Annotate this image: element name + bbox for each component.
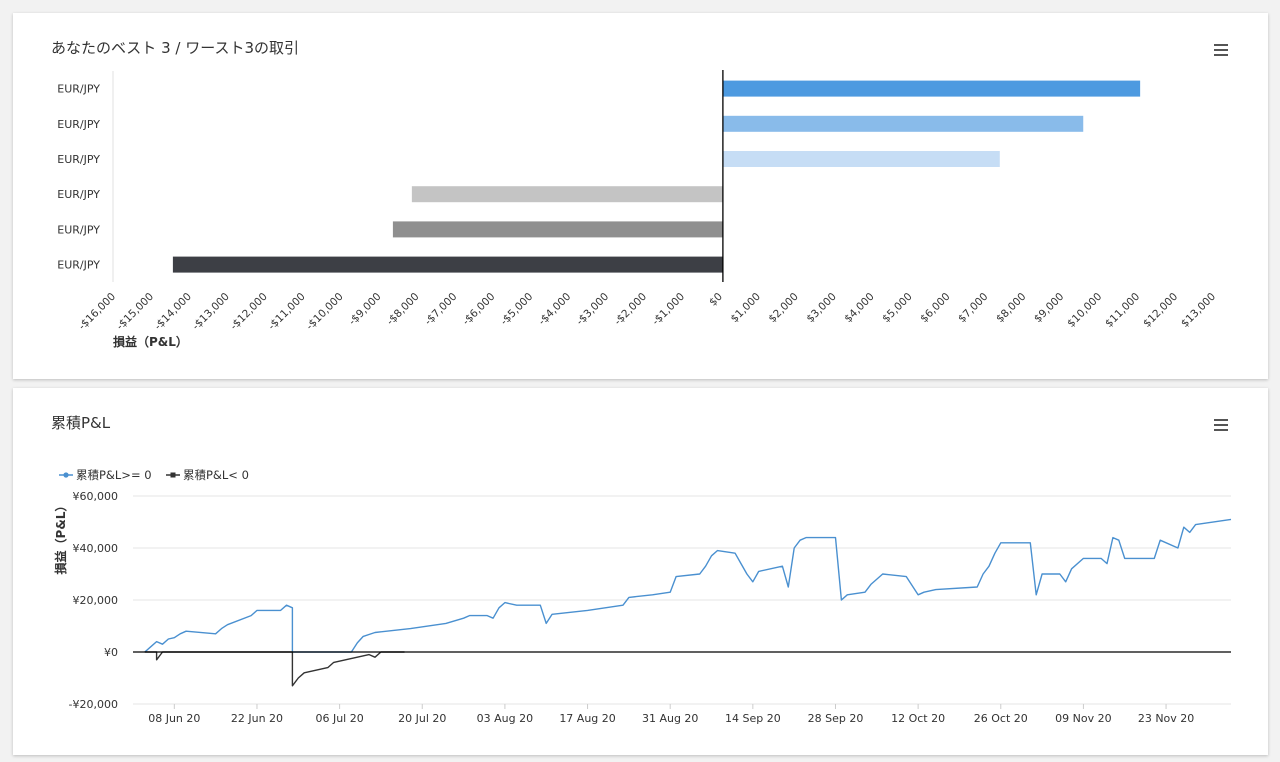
bar [722, 80, 1141, 97]
x-tick-label: -$4,000 [536, 291, 573, 328]
y-tick-label: ¥60,000 [73, 490, 119, 503]
x-tick-label: -$6,000 [460, 291, 497, 328]
x-tick-label: 08 Jun 20 [148, 712, 200, 725]
x-tick-label: $10,000 [1065, 291, 1104, 330]
x-tick-label: 14 Sep 20 [725, 712, 781, 725]
x-tick-label: $8,000 [994, 291, 1028, 325]
x-tick-label: $6,000 [918, 291, 952, 325]
bar [722, 115, 1084, 132]
y-tick-label: ¥40,000 [73, 542, 119, 555]
bar-chart: EUR/JPY EUR/JPY EUR/JPY EUR/JPY EUR/JPY EUR/J… [57, 70, 1218, 349]
x-tick-label: $0 [707, 291, 725, 309]
x-tick-label: $9,000 [1032, 291, 1066, 325]
category-label: EUR/JPY [57, 188, 100, 201]
category-label: EUR/JPY [57, 83, 100, 96]
x-tick-label: $11,000 [1103, 291, 1142, 330]
x-tick-label: $2,000 [766, 291, 800, 325]
y-tick-label: ¥0 [104, 646, 118, 659]
category-label: EUR/JPY [57, 118, 100, 131]
x-tick-label: -$11,000 [266, 291, 308, 333]
bar [392, 221, 723, 238]
line-chart: -¥20,000 ¥0 ¥20,000 ¥40,000 ¥60,000 損益（P&L） 08… [53, 468, 1232, 725]
category-label: EUR/JPY [57, 259, 100, 272]
x-tick-label: 23 Nov 20 [1138, 712, 1194, 725]
x-tick-label: -$15,000 [114, 291, 156, 333]
x-tick-label: 28 Sep 20 [808, 712, 864, 725]
x-tick-label: 12 Oct 20 [891, 712, 945, 725]
x-tick-label: 20 Jul 20 [398, 712, 446, 725]
bar [172, 256, 723, 273]
x-tick-label: $1,000 [728, 291, 762, 325]
x-tick-label: 22 Jun 20 [231, 712, 283, 725]
chart-menu-icon[interactable] [1214, 44, 1228, 56]
x-tick-label: -$16,000 [76, 291, 118, 333]
series-line [144, 651, 405, 687]
x-tick-label: -$10,000 [304, 291, 346, 333]
y-tick-label: -¥20,000 [69, 698, 118, 711]
chart-menu-icon[interactable] [1214, 419, 1228, 431]
category-label: EUR/JPY [57, 223, 100, 236]
x-tick-label: -$14,000 [152, 291, 194, 333]
x-tick-label: $13,000 [1179, 291, 1218, 330]
bar [722, 151, 1000, 167]
y-axis-title: 損益（P&L） [53, 500, 68, 575]
x-tick-label: 31 Aug 20 [642, 712, 698, 725]
x-tick-label: -$9,000 [346, 291, 383, 328]
x-tick-label: 09 Nov 20 [1055, 712, 1111, 725]
x-tick-label: 03 Aug 20 [477, 712, 533, 725]
x-tick-label: -$12,000 [228, 291, 270, 333]
cumulative-pnl-card: 累積P&L -¥20,000 ¥0 ¥20,000 ¥40,000 ¥60,000 損益（… [13, 388, 1268, 755]
x-tick-label: -$13,000 [190, 291, 232, 333]
chart-title: あなたのベスト 3 / ワースト3の取引 [51, 39, 299, 57]
category-label: EUR/JPY [57, 153, 100, 166]
x-tick-label: $4,000 [842, 291, 876, 325]
legend-label: 累積P&L< 0 [183, 468, 249, 482]
x-tick-label: $12,000 [1141, 291, 1180, 330]
bar [411, 186, 723, 203]
x-tick-label: -$8,000 [384, 291, 421, 328]
y-tick-label: ¥20,000 [73, 594, 119, 607]
chart-title: 累積P&L [51, 414, 111, 432]
x-axis-title: 損益（P&L） [113, 334, 188, 349]
legend-label: 累積P&L>= 0 [76, 468, 152, 482]
x-tick-label: 17 Aug 20 [559, 712, 615, 725]
x-tick-label: -$7,000 [422, 291, 459, 328]
legend-marker [63, 472, 69, 478]
x-tick-label: -$2,000 [612, 291, 649, 328]
x-tick-label: $7,000 [956, 291, 990, 325]
x-tick-label: 06 Jul 20 [315, 712, 363, 725]
x-tick-label: $5,000 [880, 291, 914, 325]
series-line [144, 518, 1232, 653]
x-tick-label: -$1,000 [650, 291, 687, 328]
x-tick-label: -$3,000 [574, 291, 611, 328]
x-tick-label: $3,000 [804, 291, 838, 325]
x-tick-label: 26 Oct 20 [974, 712, 1028, 725]
legend-marker [170, 472, 176, 478]
x-tick-label: -$5,000 [498, 291, 535, 328]
best-worst-trades-card: あなたのベスト 3 / ワースト3の取引 EUR/JPY EUR/JPY EUR/J… [13, 13, 1268, 379]
